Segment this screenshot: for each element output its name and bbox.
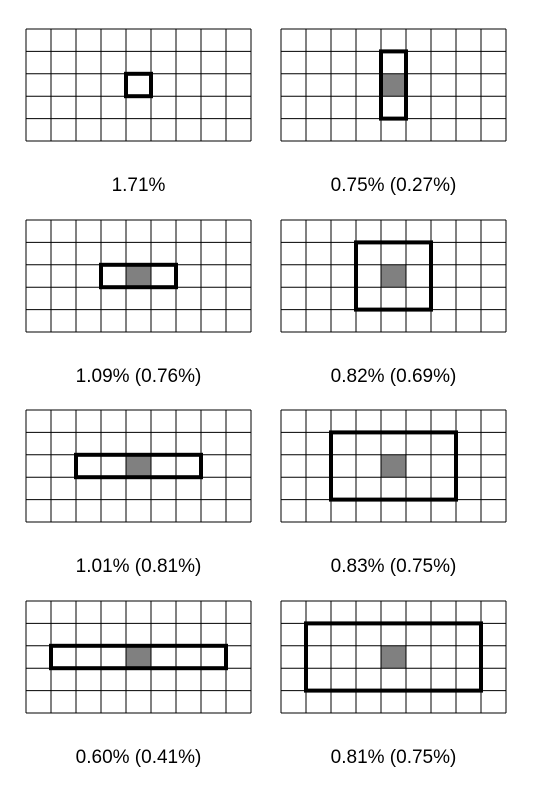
panel-caption: 1.01% (0.81%) — [76, 556, 202, 577]
window-box — [124, 71, 153, 99]
panel-caption: 0.60% (0.41%) — [76, 747, 202, 768]
panel-caption: 0.82% (0.69%) — [331, 366, 457, 387]
panel-7: 0.60% (0.41%) — [25, 600, 252, 768]
center-cell — [381, 645, 406, 669]
center-cell — [381, 454, 406, 478]
window-box — [304, 621, 483, 693]
center-cell — [381, 73, 406, 97]
center-cell — [126, 454, 151, 478]
panel-4: 0.82% (0.69%) — [280, 219, 507, 387]
center-cell — [126, 645, 151, 669]
panel-2: 0.75% (0.27%) — [280, 28, 507, 196]
panel-caption: 0.75% (0.27%) — [331, 175, 457, 196]
panel-1: 1.71% — [25, 28, 252, 196]
window-box — [379, 49, 408, 121]
center-cell — [381, 264, 406, 288]
window-box — [354, 240, 433, 312]
panel-8: 0.81% (0.75%) — [280, 600, 507, 768]
window-box — [74, 452, 203, 480]
panel-caption: 1.71% — [112, 175, 166, 196]
window-box — [329, 430, 458, 502]
panel-3: 1.09% (0.76%) — [25, 219, 252, 387]
panel-caption: 0.83% (0.75%) — [331, 556, 457, 577]
panel-5: 1.01% (0.81%) — [25, 409, 252, 577]
panel-6: 0.83% (0.75%) — [280, 409, 507, 577]
window-box — [49, 643, 228, 671]
panel-caption: 0.81% (0.75%) — [331, 747, 457, 768]
center-cell — [126, 264, 151, 288]
window-box — [99, 262, 178, 290]
panel-caption: 1.09% (0.76%) — [76, 366, 202, 387]
